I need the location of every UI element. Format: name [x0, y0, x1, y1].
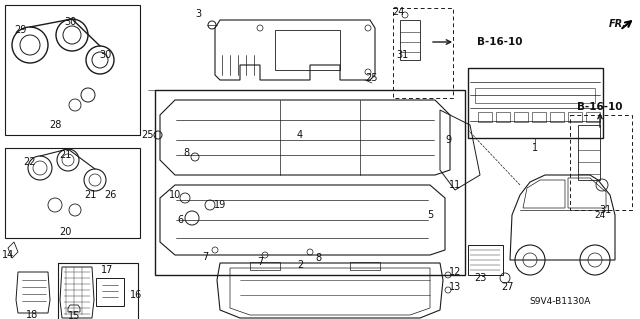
Text: 22: 22	[24, 157, 36, 167]
Text: 28: 28	[49, 120, 61, 130]
Text: 26: 26	[104, 190, 116, 200]
Text: 7: 7	[202, 252, 208, 262]
Text: 31: 31	[396, 50, 408, 60]
Bar	[570, 115, 632, 210]
Text: 5: 5	[427, 210, 433, 220]
Text: 20: 20	[59, 227, 71, 237]
Text: FR.: FR.	[609, 19, 627, 29]
Text: S9V4-B1130A: S9V4-B1130A	[529, 298, 591, 307]
Bar	[393, 8, 453, 98]
Bar	[5, 5, 140, 135]
Text: 24: 24	[392, 7, 404, 17]
Bar	[496, 112, 510, 122]
Text: 7: 7	[257, 257, 263, 267]
Bar	[5, 148, 140, 238]
Bar	[475, 88, 595, 103]
Text: 27: 27	[502, 282, 515, 292]
Text: 11: 11	[449, 180, 461, 190]
Bar	[568, 112, 582, 122]
Bar	[250, 262, 280, 270]
Bar	[58, 263, 138, 319]
Bar	[400, 20, 420, 60]
Bar	[478, 112, 492, 122]
Text: 31: 31	[599, 205, 611, 215]
Text: 4: 4	[297, 130, 303, 140]
Bar	[350, 262, 380, 270]
Text: 19: 19	[214, 200, 226, 210]
Bar	[532, 112, 546, 122]
Text: 3: 3	[195, 9, 201, 19]
Bar	[468, 68, 603, 138]
Bar	[550, 112, 564, 122]
Text: 25: 25	[365, 73, 378, 83]
Text: 10: 10	[169, 190, 181, 200]
Text: 1: 1	[532, 143, 538, 153]
Text: 29: 29	[14, 25, 26, 35]
Text: 6: 6	[177, 215, 183, 225]
Bar	[468, 245, 503, 275]
Text: 23: 23	[474, 273, 486, 283]
Text: 17: 17	[101, 265, 113, 275]
Bar	[514, 112, 528, 122]
Text: 14: 14	[2, 250, 14, 260]
Text: 18: 18	[26, 310, 38, 319]
Text: 24: 24	[595, 211, 605, 219]
Text: B-16-10: B-16-10	[477, 37, 523, 47]
Text: 9: 9	[445, 135, 451, 145]
Text: 30: 30	[64, 17, 76, 27]
Bar	[155, 90, 465, 275]
Bar	[275, 30, 340, 70]
Text: 16: 16	[130, 290, 142, 300]
Text: 8: 8	[183, 148, 189, 158]
Text: 25: 25	[141, 130, 154, 140]
Text: 15: 15	[68, 311, 80, 319]
Text: 21: 21	[59, 150, 71, 160]
Text: 30: 30	[99, 50, 111, 60]
Text: 8: 8	[315, 253, 321, 263]
Text: 12: 12	[449, 267, 461, 277]
Bar	[586, 112, 600, 122]
Text: 2: 2	[297, 260, 303, 270]
Text: 13: 13	[449, 282, 461, 292]
Text: 21: 21	[84, 190, 96, 200]
Bar	[578, 125, 600, 180]
Bar	[96, 278, 124, 306]
Text: B-16-10: B-16-10	[577, 102, 623, 112]
